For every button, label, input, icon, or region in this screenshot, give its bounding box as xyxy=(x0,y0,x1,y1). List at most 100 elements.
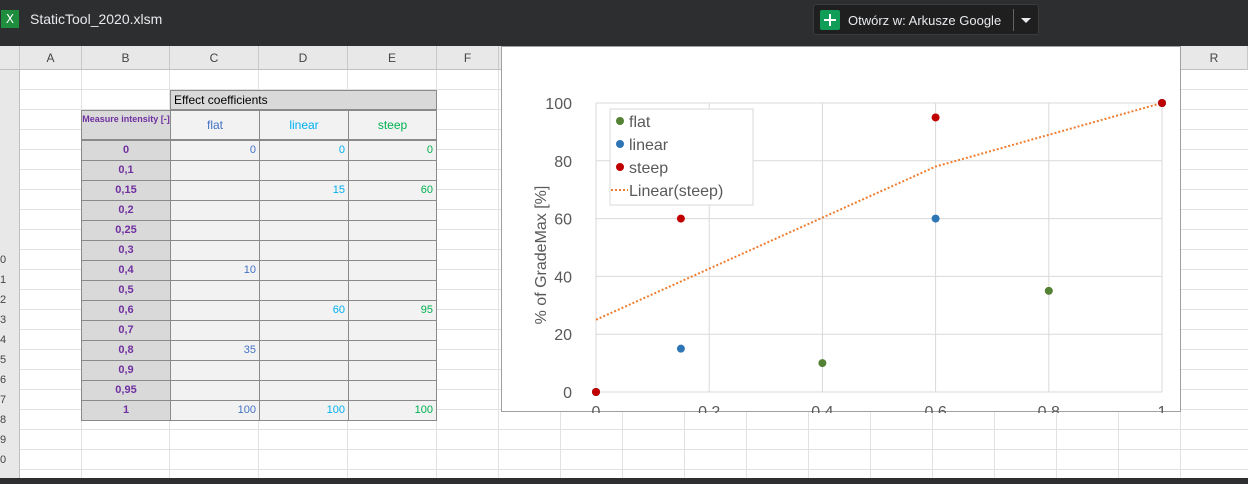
steep-value-cell[interactable] xyxy=(348,340,437,361)
flat-value-cell[interactable]: 35 xyxy=(170,340,260,361)
measure-value-cell[interactable]: 0,2 xyxy=(81,200,171,221)
series-header-linear[interactable]: linear xyxy=(259,110,349,140)
x-tick-label: 0.4 xyxy=(811,404,833,413)
linear-value-cell[interactable] xyxy=(259,240,349,261)
row-number[interactable]: 2 xyxy=(0,294,7,306)
linear-value-cell[interactable]: 0 xyxy=(259,140,349,161)
steep-value-cell[interactable]: 60 xyxy=(348,180,437,201)
steep-value-cell[interactable]: 0 xyxy=(348,140,437,161)
row-number[interactable]: 9 xyxy=(0,434,7,446)
column-header[interactable]: A xyxy=(20,46,82,70)
row-number[interactable] xyxy=(0,130,20,150)
steep-value-cell[interactable] xyxy=(348,280,437,301)
steep-value-cell[interactable] xyxy=(348,200,437,221)
linear-value-cell[interactable] xyxy=(259,200,349,221)
row-number[interactable]: 0 xyxy=(0,454,7,466)
row-number[interactable] xyxy=(0,210,20,230)
linear-point xyxy=(676,344,685,353)
steep-value-cell[interactable]: 100 xyxy=(348,400,437,421)
flat-value-cell[interactable] xyxy=(170,300,260,321)
steep-value-cell[interactable] xyxy=(348,380,437,401)
measure-header-cell[interactable]: Measure intensity [-] xyxy=(81,110,171,140)
steep-value-cell[interactable] xyxy=(348,360,437,381)
flat-value-cell[interactable] xyxy=(170,180,260,201)
flat-value-cell[interactable] xyxy=(170,380,260,401)
select-all-corner[interactable] xyxy=(0,46,20,70)
measure-value-cell[interactable]: 0,3 xyxy=(81,240,171,261)
measure-value-cell[interactable]: 0,8 xyxy=(81,340,171,361)
series-header-flat[interactable]: flat xyxy=(170,110,260,140)
bottom-bar xyxy=(0,478,1248,484)
caret-down-icon[interactable] xyxy=(1021,18,1031,23)
row-number[interactable]: 0 xyxy=(0,254,7,266)
column-header[interactable]: C xyxy=(170,46,259,70)
linear-value-cell[interactable] xyxy=(259,260,349,281)
linear-value-cell[interactable] xyxy=(259,320,349,341)
column-header[interactable]: B xyxy=(82,46,170,70)
row-number[interactable] xyxy=(0,150,20,170)
flat-value-cell[interactable] xyxy=(170,280,260,301)
row-number[interactable]: 1 xyxy=(0,274,7,286)
legend-marker-flat xyxy=(616,117,624,125)
column-header[interactable]: R xyxy=(1181,46,1248,70)
open-in-sheets-button[interactable]: Otwórz w: Arkusze Google xyxy=(813,4,1039,35)
measure-value-cell[interactable]: 0,95 xyxy=(81,380,171,401)
row-number[interactable]: 8 xyxy=(0,414,7,426)
measure-value-cell[interactable]: 0,1 xyxy=(81,160,171,181)
gridline xyxy=(20,429,1248,430)
measure-value-cell[interactable]: 0,15 xyxy=(81,180,171,201)
measure-value-cell[interactable]: 0,9 xyxy=(81,360,171,381)
series-header-steep[interactable]: steep xyxy=(348,110,437,140)
measure-value-cell[interactable]: 0,6 xyxy=(81,300,171,321)
flat-value-cell[interactable] xyxy=(170,320,260,341)
flat-value-cell[interactable] xyxy=(170,200,260,221)
row-number[interactable]: 3 xyxy=(0,314,7,326)
linear-value-cell[interactable] xyxy=(259,280,349,301)
row-number[interactable] xyxy=(0,170,20,190)
linear-value-cell[interactable] xyxy=(259,160,349,181)
row-number[interactable]: 4 xyxy=(0,334,7,346)
measure-value-cell[interactable]: 0,5 xyxy=(81,280,171,301)
steep-value-cell[interactable] xyxy=(348,240,437,261)
linear-value-cell[interactable]: 15 xyxy=(259,180,349,201)
measure-value-cell[interactable]: 1 xyxy=(81,400,171,421)
flat-value-cell[interactable] xyxy=(170,160,260,181)
steep-value-cell[interactable]: 95 xyxy=(348,300,437,321)
row-number[interactable] xyxy=(0,190,20,210)
table-title-cell[interactable]: Effect coefficients xyxy=(170,90,437,110)
measure-value-cell[interactable]: 0,7 xyxy=(81,320,171,341)
linear-value-cell[interactable]: 60 xyxy=(259,300,349,321)
linear-value-cell[interactable] xyxy=(259,380,349,401)
flat-value-cell[interactable]: 100 xyxy=(170,400,260,421)
row-number[interactable] xyxy=(0,110,20,130)
measure-value-cell[interactable]: 0 xyxy=(81,140,171,161)
row-number[interactable] xyxy=(0,230,20,250)
column-header[interactable]: E xyxy=(348,46,437,70)
linear-value-cell[interactable] xyxy=(259,360,349,381)
flat-value-cell[interactable] xyxy=(170,360,260,381)
row-number[interactable] xyxy=(0,70,20,90)
steep-value-cell[interactable] xyxy=(348,220,437,241)
row-number[interactable]: 7 xyxy=(0,394,7,406)
row-number[interactable] xyxy=(0,90,20,110)
linear-value-cell[interactable] xyxy=(259,340,349,361)
row-number[interactable]: 6 xyxy=(0,374,7,386)
column-header[interactable]: D xyxy=(259,46,348,70)
linear-value-cell[interactable]: 100 xyxy=(259,400,349,421)
linear-value-cell[interactable] xyxy=(259,220,349,241)
flat-point xyxy=(818,359,827,368)
flat-value-cell[interactable] xyxy=(170,240,260,261)
steep-value-cell[interactable] xyxy=(348,320,437,341)
legend-label-steep: steep xyxy=(629,160,668,177)
steep-value-cell[interactable] xyxy=(348,160,437,181)
row-number[interactable]: 5 xyxy=(0,354,7,366)
steep-value-cell[interactable] xyxy=(348,260,437,281)
measure-value-cell[interactable]: 0,4 xyxy=(81,260,171,281)
column-header[interactable]: F xyxy=(437,46,499,70)
flat-value-cell[interactable]: 0 xyxy=(170,140,260,161)
flat-value-cell[interactable] xyxy=(170,220,260,241)
flat-value-cell[interactable]: 10 xyxy=(170,260,260,281)
steep-point xyxy=(1158,99,1166,107)
measure-value-cell[interactable]: 0,25 xyxy=(81,220,171,241)
